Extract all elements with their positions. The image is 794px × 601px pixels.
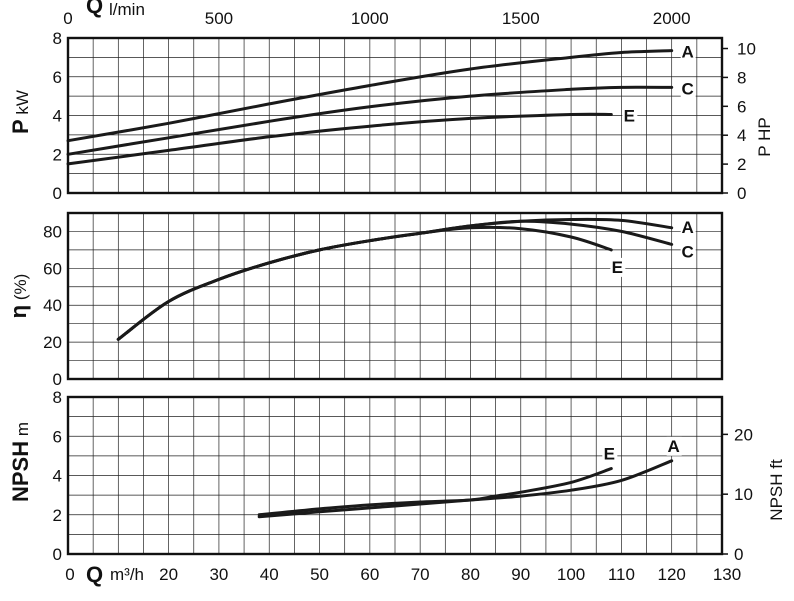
y-tick-label: 2: [53, 506, 62, 525]
top-tick-label: 0: [63, 9, 72, 28]
x-tick-label: 30: [209, 565, 228, 584]
x-tick-label: 70: [411, 565, 430, 584]
x-tick-label: 0: [65, 565, 74, 584]
y-tick-label: 8: [53, 388, 62, 407]
curve-label-power-C: C: [682, 79, 694, 98]
y-tick-label: 0: [53, 184, 62, 203]
x-tick-label: 50: [310, 565, 329, 584]
y-tick-label: 6: [53, 68, 62, 87]
y-tick-label: 4: [53, 467, 62, 486]
npsh-axis-title: NPSH m: [8, 422, 33, 502]
panel-frame: [66, 211, 724, 381]
x-tick-label: 60: [360, 565, 379, 584]
y2-tick-label: 10: [734, 485, 753, 504]
y-tick-label: 20: [43, 333, 62, 352]
curve-label-bg: [610, 257, 626, 277]
curve-label-bg: [666, 436, 682, 456]
efficiency-axis-title-main: η: [6, 305, 31, 318]
curve-npsh-E: [257, 467, 613, 517]
curve-label-bg: [602, 444, 618, 464]
y2-tick-label: 0: [734, 545, 743, 564]
y-tick-label: 4: [53, 107, 62, 126]
y-tick-label: 60: [43, 259, 62, 278]
y-tick-label: 40: [43, 296, 62, 315]
panel-frame: [66, 36, 724, 195]
x-tick-label: 110: [608, 565, 635, 584]
curve-label-npsh-A: A: [668, 437, 680, 456]
top-tick-label: 500: [205, 9, 233, 28]
y2-tick-label: 10: [737, 40, 756, 59]
y-tick-label: 0: [53, 370, 62, 389]
y-tick-label: 8: [53, 29, 62, 48]
x-axis-unit: m³/h: [110, 565, 144, 584]
x-tick-label: 80: [461, 565, 480, 584]
y-tick-label: 2: [53, 145, 62, 164]
curve-label-bg: [622, 106, 638, 126]
efficiency-axis-title-unit: (%): [11, 274, 30, 305]
x-axis-label: Q: [86, 562, 103, 587]
y-tick-label: 6: [53, 427, 62, 446]
frames: [66, 36, 728, 556]
x-tick-label: 130: [713, 565, 741, 584]
power-hp-axis-title: P HP: [755, 117, 774, 156]
panel-frame: [66, 395, 724, 556]
curve-power-C: [66, 85, 674, 156]
curve-label-efficiency-A: A: [682, 218, 694, 237]
y2-tick-label: 0: [737, 184, 746, 203]
x-tick-label: 90: [511, 565, 530, 584]
top-axis-label: Q: [86, 0, 103, 18]
y2-tick-label: 4: [737, 126, 746, 145]
curve-label-power-A: A: [682, 43, 694, 62]
y2-tick-label: 8: [737, 68, 746, 87]
curve-label-bg: [680, 42, 696, 62]
curve-label-power-E: E: [624, 107, 635, 126]
y2-tick-label: 2: [737, 155, 746, 174]
y2-tick-label: 6: [737, 97, 746, 116]
curves: [66, 42, 696, 519]
npsh-axis-title-main: NPSH: [8, 441, 33, 502]
x-tick-label: 40: [260, 565, 279, 584]
curve-efficiency-E: [116, 225, 613, 341]
texts: ACEACEAE02468020406080024680246810010200…: [6, 0, 786, 587]
top-tick-label: 1500: [502, 9, 540, 28]
curve-label-efficiency-C: C: [682, 242, 694, 261]
curve-power-E: [66, 112, 613, 166]
x-tick-label: 100: [557, 565, 585, 584]
npsh-ft-axis-title: NPSH ft: [767, 459, 786, 521]
top-axis-unit: l/min: [109, 0, 145, 19]
curve-label-efficiency-E: E: [612, 258, 623, 277]
y-tick-label: 0: [53, 545, 62, 564]
y-tick-label: 80: [43, 222, 62, 241]
curve-label-npsh-E: E: [604, 445, 615, 464]
curve-power-A: [66, 49, 674, 143]
power-axis-title-main: P: [8, 119, 33, 134]
power-axis-title: P kW: [8, 90, 33, 134]
curve-label-bg: [680, 79, 696, 99]
power-axis-title-unit: kW: [13, 90, 32, 119]
x-tick-label: 20: [159, 565, 178, 584]
npsh-axis-title-unit: m: [13, 422, 32, 441]
top-tick-label: 1000: [351, 9, 389, 28]
x-tick-label: 120: [658, 565, 686, 584]
curve-label-bg: [680, 217, 696, 237]
y2-tick-label: 20: [734, 425, 753, 444]
top-tick-label: 2000: [653, 9, 691, 28]
efficiency-axis-title: η (%): [6, 274, 31, 319]
curve-label-bg: [680, 242, 696, 262]
